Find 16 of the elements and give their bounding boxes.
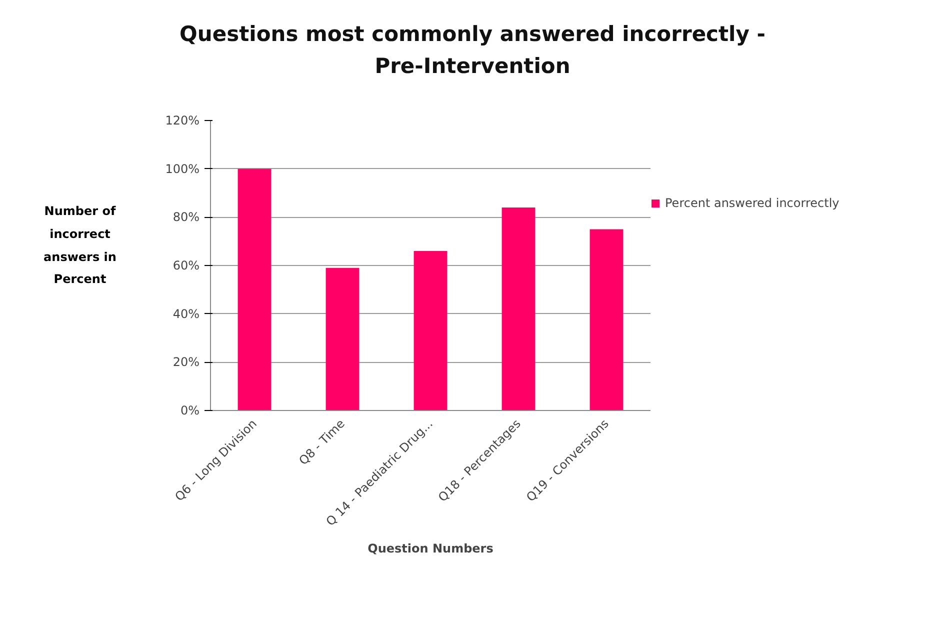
y-tick-label: 60% [172,258,200,272]
y-tick-label: 0% [180,404,200,418]
bar [414,251,448,410]
chart-title: Questions most commonly answered incorrectly - Pre-Intervention [180,21,766,80]
y-tick-label: 40% [172,306,200,321]
legend-label: Percent answered incorrectly [665,196,840,210]
x-axis-title: Question Numbers [368,542,494,556]
y-tick-label: 20% [172,355,200,370]
y-axis-title: Number of incorrect answers in Percent [44,203,116,288]
bar [502,208,536,410]
y-tick-label: 80% [172,210,200,224]
bar [326,268,360,410]
bar [238,168,272,410]
y-tick-label: 120% [165,114,200,128]
y-tick-label: 100% [165,162,200,176]
bar [590,229,624,410]
